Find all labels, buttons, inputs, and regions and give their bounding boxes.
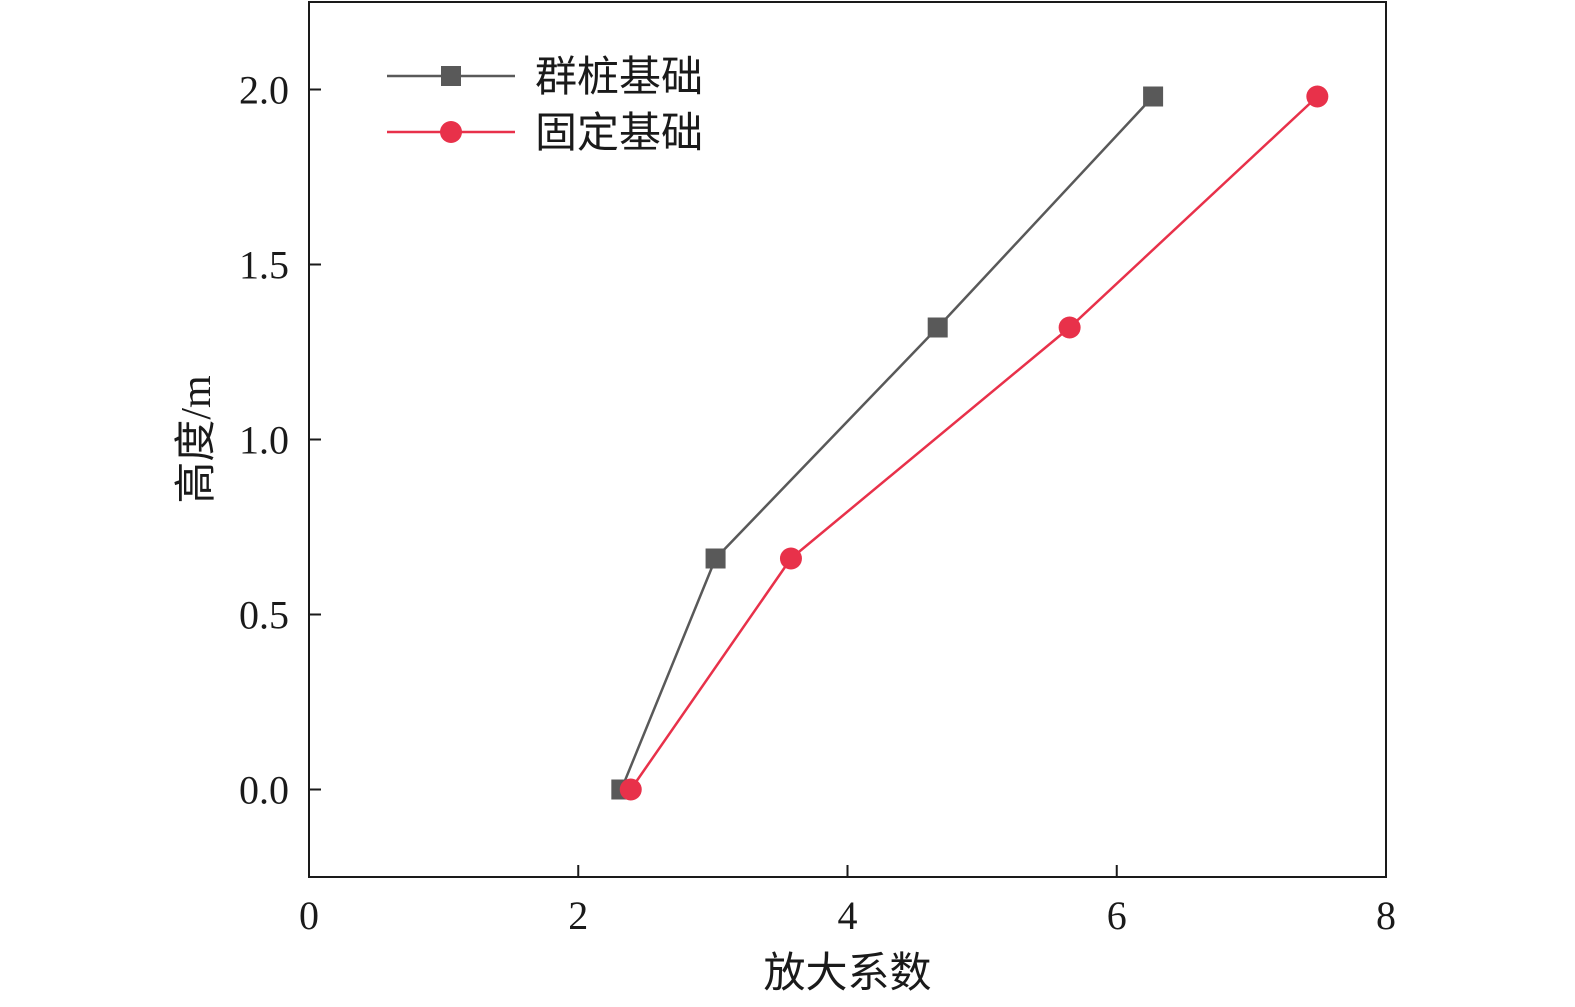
legend-label: 固定基础: [535, 110, 703, 157]
data-point: [619, 778, 642, 801]
legend-label: 群桩基础: [535, 55, 703, 101]
series-2: [619, 85, 1329, 801]
x-tick-label: 4: [838, 893, 858, 938]
data-point: [927, 317, 948, 338]
x-tick-label: 8: [1376, 893, 1396, 938]
y-tick-label: 0.5: [239, 593, 289, 638]
ticks-layer: 0 2 4 6 8 0.0 0.5 1.0 1.5 2.0: [239, 68, 1396, 939]
data-point: [1058, 316, 1081, 339]
data-point: [779, 547, 802, 570]
x-tick-label: 0: [299, 893, 319, 938]
x-tick-label: 2: [568, 893, 588, 938]
legend-marker: [440, 121, 462, 143]
data-point: [1306, 85, 1329, 108]
legend-marker: [441, 66, 461, 86]
y-tick-label: 1.0: [239, 418, 289, 463]
series-1: [611, 86, 1164, 800]
legend-item: 群桩基础: [387, 55, 703, 101]
data-point: [1143, 86, 1164, 107]
series-layer: [611, 85, 1329, 801]
series-line: [629, 95, 1319, 791]
x-axis-title: 放大系数: [763, 951, 931, 997]
y-tick-label: 0.0: [239, 768, 289, 813]
y-axis-title: 高度/m: [174, 375, 220, 504]
series-line: [620, 95, 1155, 790]
y-tick-label: 1.5: [239, 243, 289, 288]
data-point: [705, 548, 726, 569]
legend-item: 固定基础: [387, 110, 703, 157]
y-tick-label: 2.0: [239, 68, 289, 113]
x-tick-label: 6: [1107, 893, 1127, 938]
